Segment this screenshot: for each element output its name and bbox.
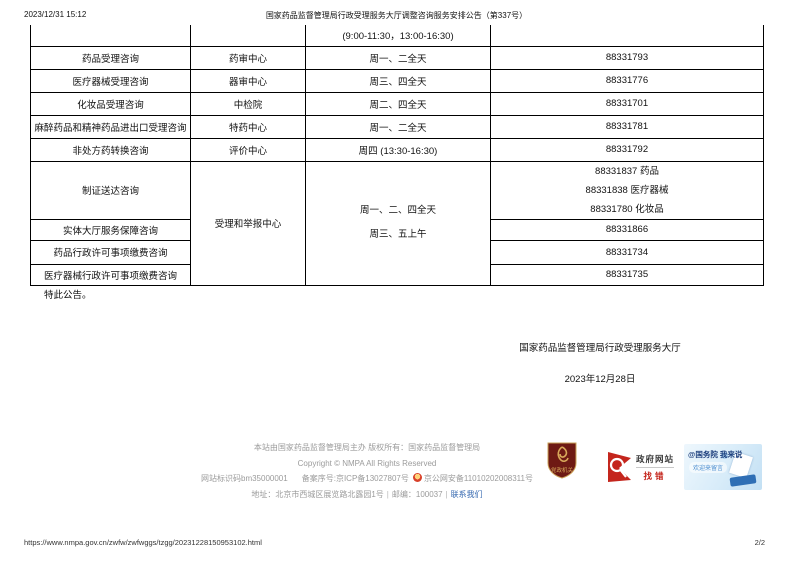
- time-note-cell: (9:00-11:30，13:00-16:30): [305, 25, 491, 47]
- phone-line: 88331837 药品: [595, 165, 659, 177]
- time-cell: 周三、四全天: [305, 68, 491, 93]
- party-government-shield-icon[interactable]: 党政机关: [547, 441, 577, 479]
- phone-line: 88331838 医疗器械: [585, 184, 669, 196]
- page-title: 国家药品监督管理局行政受理服务大厅调整咨询服务安排公告（第337号）: [265, 11, 528, 20]
- service-cell: 非处方药转换咨询: [30, 137, 191, 162]
- center-cell: 药审中心: [190, 45, 306, 70]
- police-badge-icon: [412, 473, 422, 482]
- table-row: 医疗器械受理咨询 器审中心 周三、四全天 88331776: [30, 68, 764, 93]
- service-cell: 医疗器械受理咨询: [30, 68, 191, 93]
- center-cell: 中检院: [190, 91, 306, 116]
- service-cell: 实体大厅服务保障咨询: [30, 218, 191, 241]
- signature-block: 国家药品监督管理局行政受理服务大厅 2023年12月28日: [470, 340, 730, 385]
- phone-cell: 88331866: [490, 218, 764, 241]
- footer-host-line: 本站由国家药品监督管理局主办 版权所有：国家药品监督管理局: [253, 443, 481, 452]
- table-row: (9:00-11:30，13:00-16:30): [30, 25, 764, 47]
- error-finder-magnifier-icon: [608, 452, 631, 482]
- page-number: 2/2: [754, 538, 765, 547]
- time-cell: 周四 (13:30-16:30): [305, 137, 491, 162]
- service-cell: 化妆品受理咨询: [30, 91, 191, 116]
- finderr-top-label: 政府网站: [636, 453, 675, 468]
- empty-cell: [190, 25, 306, 47]
- phone-cell: 88331793: [490, 45, 764, 70]
- phone-cell: 88331792: [490, 137, 764, 162]
- divider: |: [445, 489, 448, 499]
- banner-laptop-graphic: [729, 474, 757, 487]
- signature-date: 2023年12月28日: [564, 374, 636, 385]
- service-cell: 医疗器械行政许可事项缴费咨询: [30, 263, 191, 286]
- table-row: 制证送达咨询 受理和举报中心 周一、二、四全天 周三、五上午 88331837 …: [30, 160, 764, 286]
- consultation-table: (9:00-11:30，13:00-16:30) 药品受理咨询 药审中心 周一、…: [30, 25, 764, 286]
- closing-statement: 特此公告。: [44, 290, 92, 301]
- banner-title: @国务院 我来说: [688, 450, 743, 459]
- footer-registration-line: 网站标识码bm35000001 备案序号:京ICP备13027807号 京公网安备1…: [137, 471, 597, 487]
- service-cell: 药品受理咨询: [30, 45, 191, 70]
- table-row: 非处方药转换咨询 评价中心 周四 (13:30-16:30) 88331792: [30, 137, 764, 162]
- banner-subtitle: 欢迎来留言: [689, 462, 728, 473]
- time-line: 周一、二、四全天: [359, 205, 436, 216]
- time-cell: 周一、二全天: [305, 45, 491, 70]
- table-row: 医疗器械行政许可事项缴费咨询 88331735: [30, 263, 764, 286]
- signature-org: 国家药品监督管理局行政受理服务大厅: [519, 343, 681, 354]
- address-text: 地址：北京市西城区展览路北露园1号: [251, 489, 384, 499]
- center-cell: 评价中心: [190, 137, 306, 162]
- finderr-bottom-label: 找错: [643, 470, 667, 481]
- center-cell-merged: 受理和举报中心: [190, 160, 306, 286]
- source-url: https://www.nmpa.gov.cn/zwfw/zwfwggs/tzg…: [24, 538, 262, 547]
- footer-address-line: 地址：北京市西城区展览路北露园1号 | 邮编：100037 | 联系我们: [137, 487, 597, 503]
- icp-number[interactable]: 备案序号:京ICP备13027807号: [301, 474, 409, 483]
- table-row: 药品受理咨询 药审中心 周一、二全天 88331793: [30, 45, 764, 70]
- footer-copyright: Copyright © NMPA All Rights Reserved: [297, 458, 437, 468]
- state-council-message-banner[interactable]: @国务院 我来说 欢迎来留言: [684, 444, 762, 490]
- phone-cell: 88331735: [490, 263, 764, 286]
- time-line: 周三、五上午: [369, 229, 427, 240]
- center-cell: 特药中心: [190, 114, 306, 139]
- police-number[interactable]: 京公网安备11010202008311号: [423, 474, 533, 483]
- site-footer: 本站由国家药品监督管理局主办 版权所有：国家药品监督管理局 Copyright …: [137, 440, 597, 502]
- divider: |: [386, 489, 389, 499]
- banner-decor-dot: [721, 452, 728, 459]
- zip-text: 邮编：100037: [391, 489, 443, 499]
- time-cell: 周二、四全天: [305, 91, 491, 116]
- phone-cell: 88331781: [490, 114, 764, 139]
- phone-cell: 88331701: [490, 91, 764, 116]
- contact-us-link[interactable]: 联系我们: [450, 489, 483, 499]
- service-cell: 麻醉药品和精神药品进出口受理咨询: [30, 114, 191, 139]
- print-timestamp: 2023/12/31 15:12: [24, 10, 87, 19]
- svg-text:党政机关: 党政机关: [551, 466, 574, 474]
- table-row: 麻醉药品和精神药品进出口受理咨询 特药中心 周一、二全天 88331781: [30, 114, 764, 139]
- service-cell: 药品行政许可事项缴费咨询: [30, 239, 191, 265]
- shield-icon: 党政机关: [547, 442, 577, 479]
- phone-line: 88331780 化妆品: [590, 203, 664, 215]
- phone-cell: 88331734: [490, 239, 764, 265]
- center-cell: 器审中心: [190, 68, 306, 93]
- time-cell-merged: 周一、二、四全天 周三、五上午: [305, 160, 491, 286]
- phone-cell: 88331776: [490, 68, 764, 93]
- table-row: 化妆品受理咨询 中检院 周二、四全天 88331701: [30, 91, 764, 116]
- error-finder-text: 政府网站 找错: [636, 453, 675, 482]
- empty-cell: [490, 25, 764, 47]
- time-cell: 周一、二全天: [305, 114, 491, 139]
- phone-cell-multi: 88331837 药品 88331838 医疗器械 88331780 化妆品: [490, 160, 764, 220]
- service-cell: 制证送达咨询: [30, 160, 191, 220]
- empty-cell: [30, 25, 191, 47]
- site-code: 网站标识码bm35000001: [201, 474, 288, 483]
- website-error-report-badge[interactable]: 政府网站 找错: [606, 447, 678, 487]
